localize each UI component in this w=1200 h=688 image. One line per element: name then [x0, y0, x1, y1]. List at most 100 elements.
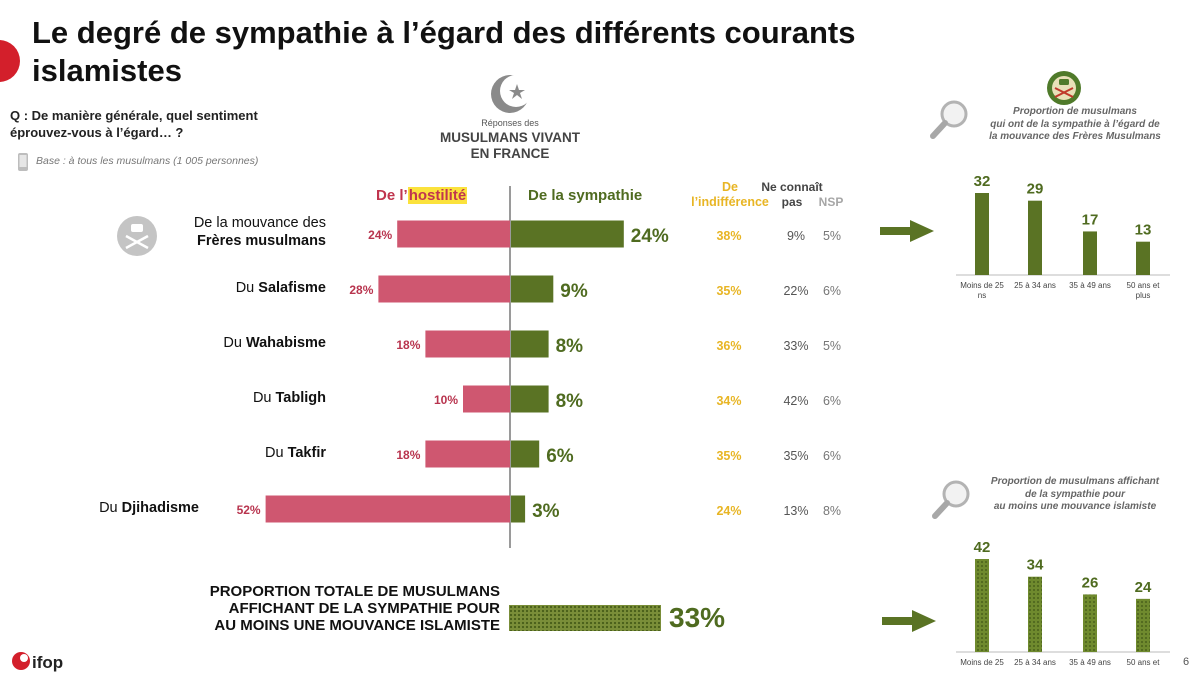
respondents-big: MUSULMANS VIVANT EN FRANCE: [400, 130, 620, 162]
indifference-header-line-2: l’indifférence: [691, 195, 769, 209]
inset2-title-line-3: au moins une mouvance islamiste: [993, 501, 1157, 512]
nsp-value: 8%: [823, 504, 841, 518]
hostility-bar: [463, 385, 510, 413]
inset-bar: [1083, 231, 1097, 275]
inset2-title-line-2: de la sympathie pour: [1024, 488, 1126, 500]
inset-value: 13: [1135, 222, 1152, 239]
arrow-right-icon: [880, 220, 934, 242]
hostility-value: 10%: [434, 393, 458, 407]
hostility-prefix: De l’: [376, 187, 408, 204]
magnifier-icon: [930, 100, 968, 139]
inset-bar: [1136, 241, 1150, 275]
inset-category-label: 50 ans et: [1127, 281, 1161, 290]
inset2-title: Proportion de musulmans affichant de la …: [960, 476, 1190, 514]
inset-category-label: 50 ans et: [1127, 658, 1161, 667]
arrow-right-icon: [882, 610, 936, 632]
hostility-header: De l’hostilité: [376, 187, 468, 204]
hostility-bar: [397, 220, 510, 248]
total-label-line-2: AFFICHANT DE LA SYMPATHIE POUR: [228, 600, 500, 617]
dont-know-value: 35%: [783, 449, 808, 463]
sympathy-header: De la sympathie: [528, 187, 643, 204]
inset1-title: Proportion de musulmans qui ont de la sy…: [960, 106, 1190, 144]
dont-know-value: 22%: [783, 284, 808, 298]
hostility-bar: [265, 495, 510, 523]
hostility-bar: [425, 440, 510, 468]
total-label-line-3: AU MOINS UNE MOUVANCE ISLAMISTE: [214, 617, 500, 634]
inset-value: 32: [974, 173, 991, 190]
corner-dot: [0, 40, 20, 82]
total-label: PROPORTION TOTALE DE MUSULMANS AFFICHANT…: [150, 583, 500, 634]
row-label: Du Wahabisme: [223, 335, 326, 351]
indifference-value: 36%: [716, 339, 741, 353]
sympathy-value: 24%: [631, 226, 669, 247]
sympathy-bar: [511, 385, 549, 413]
question-text: Q : De manière générale, quel sentiment …: [10, 108, 258, 140]
sympathy-bar: [511, 440, 540, 468]
dont-know-header-line-1: Ne connaît: [761, 180, 823, 194]
inset1-title-line-1: Proportion de musulmans: [1013, 106, 1137, 117]
hostility-bar: [378, 275, 510, 303]
hostility-value: 18%: [396, 448, 420, 462]
dont-know-value: 9%: [787, 229, 805, 243]
sympathy-value: 8%: [556, 391, 584, 412]
row-label: De la mouvance des Frères musulmans: [193, 215, 326, 249]
inset-value: 26: [1082, 574, 1099, 591]
sympathy-bar: [511, 330, 549, 358]
nsp-value: 5%: [823, 339, 841, 353]
respondents-small: Réponses des: [481, 118, 539, 128]
dont-know-value: 42%: [783, 394, 808, 408]
inset-category-label: Moins de 25: [960, 281, 1004, 290]
total-label-line-1: PROPORTION TOTALE DE MUSULMANS: [209, 583, 500, 600]
inset-bar: [1028, 576, 1042, 652]
dont-know-header: Ne connaît pas: [753, 180, 831, 210]
sympathy-bar: [511, 275, 554, 303]
hostility-word: hostilité: [407, 187, 468, 204]
inset-category-label: 35 à 49 ans: [1069, 658, 1111, 667]
inset-category-label: plus: [1136, 291, 1151, 300]
inset-value: 42: [974, 539, 991, 556]
inset-category-label: 35 à 49 ans: [1069, 281, 1111, 290]
crescent-star-icon: [491, 75, 532, 113]
ifop-logo-text: ifop: [32, 653, 63, 672]
indifference-header: De l’indifférence: [676, 180, 784, 210]
hostility-value: 24%: [368, 228, 392, 242]
base-text: Base : à tous les musulmans (1 005 perso…: [36, 155, 259, 167]
total-bar: [509, 605, 661, 631]
phone-icon: [18, 153, 28, 171]
nsp-value: 6%: [823, 449, 841, 463]
nsp-value: 6%: [823, 284, 841, 298]
indifference-value: 35%: [716, 284, 741, 298]
brotherhood-emblem-icon: [1047, 71, 1081, 105]
inset1-title-line-3: la mouvance des Frères Musulmans: [989, 131, 1161, 142]
inset-bar: [1136, 598, 1150, 652]
inset-category-label: ns: [978, 291, 986, 300]
magnifier-icon: [932, 480, 970, 519]
row-label: Du Djihadisme: [99, 500, 199, 516]
respondents-line-1: MUSULMANS VIVANT: [440, 130, 580, 145]
inset-value: 29: [1027, 181, 1044, 198]
inset-category-label: 25 à 34 ans: [1014, 658, 1056, 667]
hostility-value: 18%: [396, 338, 420, 352]
dont-know-header-line-2: pas: [781, 195, 803, 209]
inset-category-label: 25 à 34 ans: [1014, 281, 1056, 290]
indifference-value: 35%: [716, 449, 741, 463]
page-number: 6: [1183, 656, 1190, 668]
row-label: Du Takfir: [265, 445, 326, 461]
inset1-title-line-2: qui ont de la sympathie à l’égard de: [990, 118, 1160, 130]
indifference-value: 34%: [716, 394, 741, 408]
page-title: Le degré de sympathie à l’égard des diff…: [32, 15, 856, 88]
inset-value: 17: [1082, 211, 1099, 228]
row-label: Du Salafisme: [235, 280, 326, 296]
nsp-value: 6%: [823, 394, 841, 408]
inset-category-label: Moins de 25: [960, 658, 1004, 667]
dont-know-value: 13%: [783, 504, 808, 518]
sympathy-value: 3%: [532, 501, 560, 522]
sympathy-value: 9%: [560, 281, 588, 302]
inset-value: 34: [1027, 557, 1044, 574]
indifference-value: 24%: [716, 504, 741, 518]
hostility-value: 28%: [349, 283, 373, 297]
sympathy-value: 8%: [556, 336, 584, 357]
